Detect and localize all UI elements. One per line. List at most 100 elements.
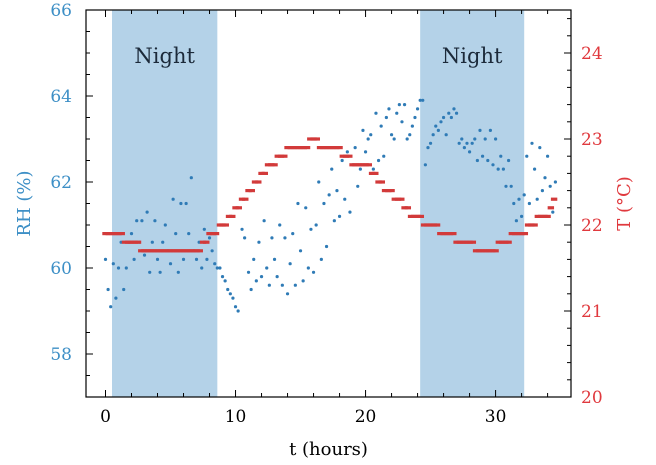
night-band-label: Night: [134, 44, 195, 68]
rh-point: [158, 270, 162, 274]
rh-point: [340, 158, 344, 163]
rh-point: [153, 219, 157, 223]
rh-point: [187, 232, 191, 236]
rh-point: [356, 184, 360, 188]
rh-point: [111, 262, 115, 266]
rh-point: [306, 266, 310, 270]
right-y-tick-label: 21: [581, 302, 603, 322]
rh-point: [457, 141, 461, 145]
rh-point: [517, 197, 521, 201]
rh-point: [369, 133, 373, 137]
rh-point: [504, 184, 508, 188]
rh-point: [488, 128, 492, 132]
rh-point: [270, 236, 274, 240]
rh-point: [493, 137, 498, 141]
rh-point: [106, 287, 110, 292]
rh-point: [400, 120, 404, 124]
rh-point: [324, 244, 329, 249]
left-y-tick-label: 58: [50, 345, 72, 365]
rh-point: [213, 262, 217, 266]
rh-point: [163, 223, 167, 227]
rh-point: [259, 275, 264, 279]
rh-point: [538, 146, 542, 150]
rh-point: [223, 279, 227, 283]
rh-point: [512, 201, 516, 206]
rh-point: [475, 158, 479, 163]
rh-point: [361, 128, 365, 132]
rh-point: [376, 158, 381, 163]
rh-point: [337, 214, 342, 218]
rh-point: [330, 167, 334, 171]
rh-point: [317, 180, 321, 184]
rh-point: [278, 223, 282, 227]
rh-point: [543, 176, 547, 180]
rh-point: [431, 133, 435, 137]
rh-point: [314, 223, 318, 227]
rh-point: [371, 167, 375, 171]
rh-point: [332, 219, 336, 223]
rh-point: [532, 167, 537, 171]
rh-point: [470, 141, 474, 145]
rh-point: [215, 266, 219, 270]
rh-point: [301, 279, 305, 283]
rh-point: [275, 275, 279, 279]
rh-point: [452, 107, 456, 111]
rh-point: [226, 287, 230, 292]
rh-point: [548, 184, 552, 188]
rh-point: [449, 115, 453, 120]
rh-point: [392, 137, 396, 141]
rh-point: [265, 266, 269, 270]
rh-point: [478, 128, 482, 132]
rh-point: [408, 133, 412, 137]
right-y-tick-label: 20: [581, 388, 603, 408]
x-tick-label: 30: [485, 407, 507, 427]
rh-point: [395, 111, 399, 115]
rh-point: [288, 262, 292, 266]
rh-point: [519, 214, 524, 218]
rh-point: [176, 270, 180, 274]
rh-point: [254, 279, 258, 283]
rh-point: [228, 292, 232, 296]
rh-point: [174, 232, 178, 236]
rh-point: [205, 257, 209, 261]
rh-point: [179, 201, 183, 206]
rh-point: [249, 287, 253, 292]
rh-point: [171, 197, 175, 201]
rh-point: [262, 219, 266, 223]
rh-point: [246, 270, 251, 274]
rh-point: [491, 163, 495, 167]
rh-point: [322, 201, 326, 206]
axis-tick-labels: 0 10 20 30 58 60 62 64 66 20 21 22 23 24: [50, 1, 602, 427]
rh-point: [514, 219, 518, 223]
rh-point: [509, 184, 513, 188]
rh-point: [413, 115, 417, 120]
rh-point: [506, 158, 511, 163]
rh-point: [353, 146, 357, 150]
rh-point: [374, 111, 378, 115]
x-axis-label: t (hours): [289, 439, 368, 460]
rh-point: [291, 232, 295, 236]
rh-point: [439, 120, 443, 124]
rh-point: [434, 124, 438, 128]
rh-point: [496, 167, 500, 171]
rh-point: [304, 206, 308, 210]
rh-point: [389, 133, 394, 137]
rh-point: [467, 150, 472, 154]
rh-point: [545, 154, 550, 158]
rh-point: [200, 266, 204, 270]
right-y-tick-label: 23: [581, 130, 603, 150]
rh-point: [426, 146, 430, 150]
rh-point: [116, 266, 121, 270]
rh-point: [243, 236, 247, 240]
rh-point: [231, 296, 235, 300]
rh-point: [358, 167, 362, 171]
night-band: [420, 10, 525, 397]
rh-point: [145, 210, 149, 214]
rh-point: [298, 249, 303, 253]
rh-point: [551, 210, 555, 214]
rh-point: [142, 253, 147, 257]
left-y-tick-label: 66: [50, 1, 72, 21]
rh-point: [447, 111, 451, 115]
